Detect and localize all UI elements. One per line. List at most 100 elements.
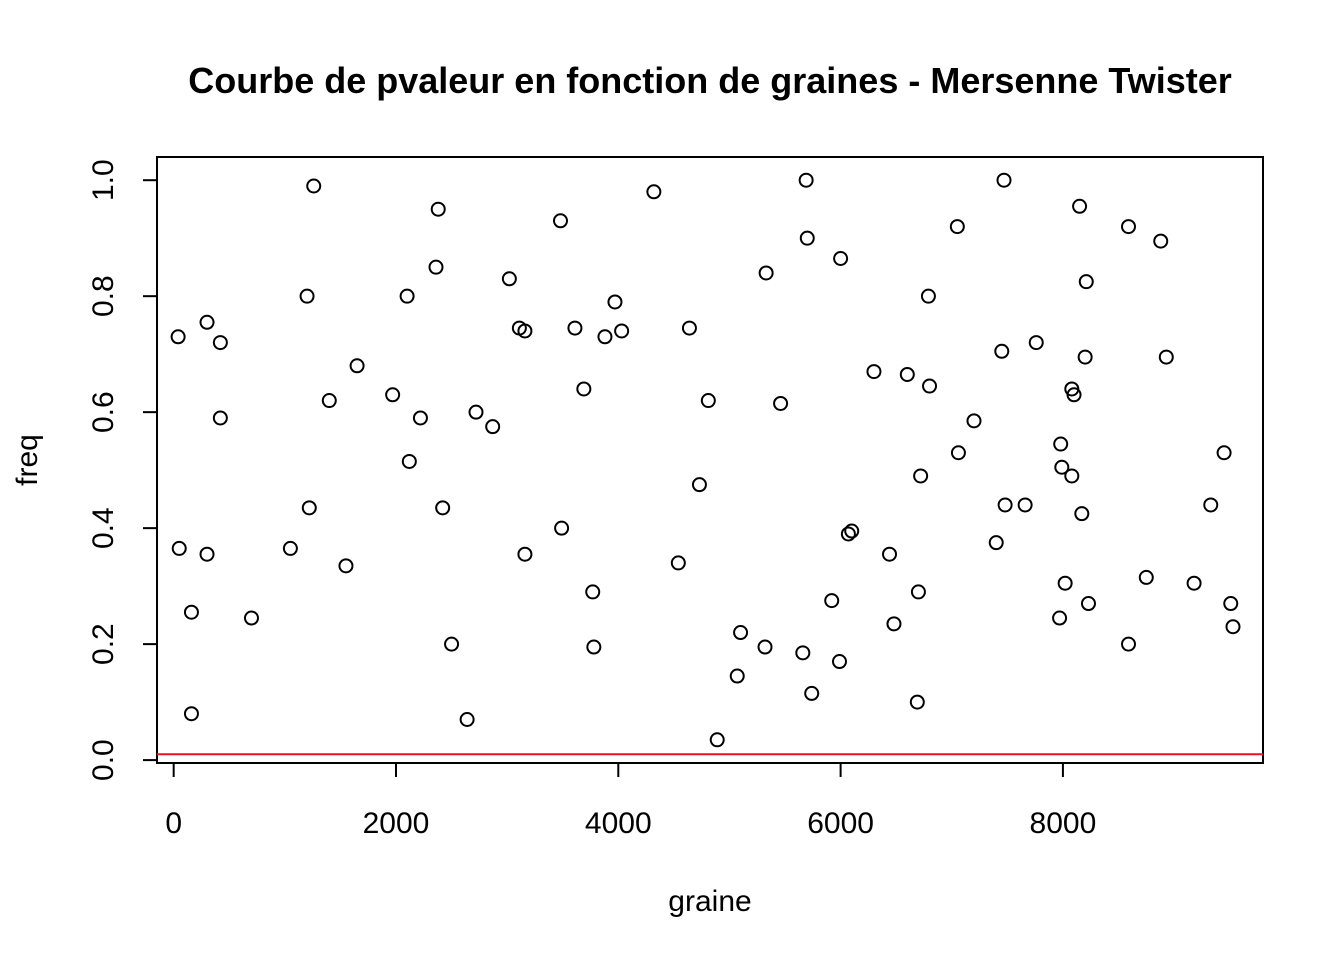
data-point <box>920 288 936 304</box>
y-tick-label: 0.4 <box>87 507 120 549</box>
data-point <box>824 593 840 609</box>
data-point <box>1121 636 1137 652</box>
data-point <box>459 712 475 728</box>
y-tick-label: 0.6 <box>87 391 120 433</box>
data-point <box>171 540 187 556</box>
data-point <box>966 413 982 429</box>
data-point <box>1017 497 1033 513</box>
data-point <box>910 584 926 600</box>
data-point <box>1057 575 1073 591</box>
x-axis-label: graine <box>668 885 751 918</box>
data-point <box>183 706 199 722</box>
x-tick-label: 0 <box>165 807 182 840</box>
data-point <box>243 610 259 626</box>
data-point <box>435 500 451 516</box>
data-point <box>1077 349 1093 365</box>
data-point <box>1216 445 1232 461</box>
data-point <box>401 453 417 469</box>
x-axis: 0 2000 4000 6000 8000 <box>165 762 1097 840</box>
data-point <box>430 201 446 217</box>
data-point <box>804 685 820 701</box>
data-point <box>913 468 929 484</box>
data-point <box>1054 459 1070 475</box>
data-point <box>1138 569 1154 585</box>
data-point <box>282 540 298 556</box>
data-point <box>212 335 228 351</box>
data-point <box>758 265 774 281</box>
x-tick-label: 4000 <box>585 807 652 840</box>
data-point <box>412 410 428 426</box>
data-point <box>1158 349 1174 365</box>
data-point <box>1053 436 1069 452</box>
data-point <box>949 219 965 235</box>
data-point <box>886 616 902 632</box>
data-point <box>1028 335 1044 351</box>
data-point <box>994 343 1010 359</box>
data-point <box>299 288 315 304</box>
y-axis: 0.0 0.2 0.4 0.6 0.8 1.0 <box>87 159 158 781</box>
data-point <box>199 314 215 330</box>
data-point <box>1080 596 1096 612</box>
data-point <box>882 546 898 562</box>
x-tick-label: 6000 <box>807 807 874 840</box>
data-point <box>1078 274 1094 290</box>
data-point <box>996 172 1012 188</box>
data-point <box>833 250 849 266</box>
data-point <box>681 320 697 336</box>
data-point <box>844 523 860 539</box>
data-point <box>831 654 847 670</box>
data-point <box>1121 219 1137 235</box>
data-point <box>576 381 592 397</box>
data-point <box>586 639 602 655</box>
data-point <box>646 184 662 200</box>
data-point <box>691 477 707 493</box>
data-point <box>950 445 966 461</box>
data-point <box>170 329 186 345</box>
data-point <box>501 271 517 287</box>
data-point <box>399 288 415 304</box>
data-point <box>1203 497 1219 513</box>
data-point <box>183 604 199 620</box>
data-points <box>170 172 1241 748</box>
data-point <box>1153 233 1169 249</box>
data-point <box>988 535 1004 551</box>
data-point <box>1066 387 1082 403</box>
x-tick-label: 2000 <box>363 807 430 840</box>
data-point <box>1186 575 1202 591</box>
data-point <box>468 404 484 420</box>
x-tick-label: 8000 <box>1030 807 1097 840</box>
plot-frame <box>156 156 1264 764</box>
data-point <box>428 259 444 275</box>
data-point <box>349 358 365 374</box>
data-point <box>517 546 533 562</box>
data-point <box>1072 198 1088 214</box>
data-point <box>212 410 228 426</box>
data-point <box>614 323 630 339</box>
y-tick-label: 0.0 <box>87 739 120 781</box>
data-point <box>700 393 716 409</box>
data-point <box>997 497 1013 513</box>
data-point <box>444 636 460 652</box>
data-point <box>1064 468 1080 484</box>
data-point <box>1074 506 1090 522</box>
y-tick-label: 1.0 <box>87 159 120 201</box>
data-point <box>866 364 882 380</box>
data-point <box>485 419 501 435</box>
data-point <box>1225 619 1241 635</box>
data-point <box>517 323 533 339</box>
data-point <box>670 555 686 571</box>
data-point <box>321 393 337 409</box>
data-point <box>840 526 856 542</box>
y-axis-label: freq <box>11 434 44 486</box>
data-point <box>899 366 915 382</box>
data-point <box>607 294 623 310</box>
data-point <box>909 694 925 710</box>
data-point <box>552 213 568 229</box>
y-tick-label: 0.8 <box>87 275 120 317</box>
data-point <box>709 732 725 748</box>
data-point <box>554 520 570 536</box>
data-point <box>757 639 773 655</box>
data-point <box>567 320 583 336</box>
data-point <box>338 558 354 574</box>
data-point <box>922 378 938 394</box>
